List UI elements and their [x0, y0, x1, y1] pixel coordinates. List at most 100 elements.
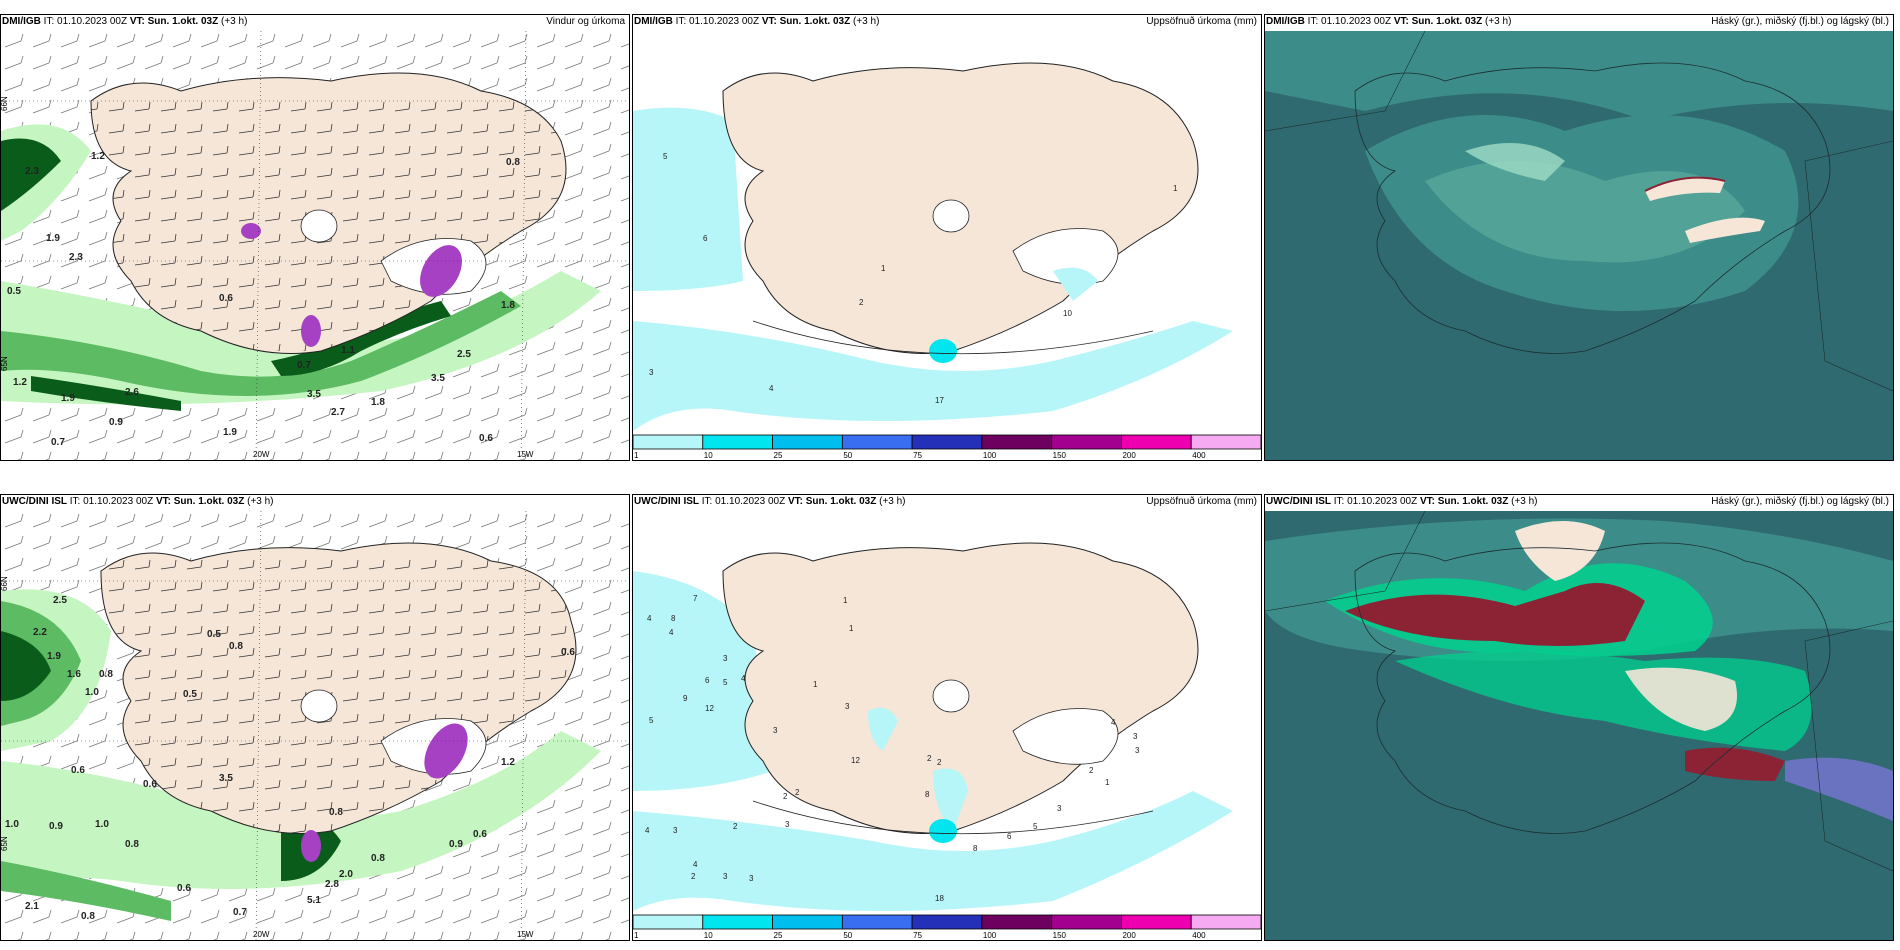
value-label: 2 [859, 298, 864, 307]
colorbar-tick: 1 [634, 451, 639, 460]
panel-header: DMI/IGB IT: 01.10.2023 00Z VT: Sun. 1.ok… [633, 15, 1261, 30]
value-label: 2.0 [339, 869, 353, 880]
panel-header: DMI/IGB IT: 01.10.2023 00Z VT: Sun. 1.ok… [1265, 15, 1893, 30]
colorbar: 1 10 25 50 75 100 150 200 400 [633, 434, 1261, 460]
colorbar-swatch [1121, 914, 1192, 930]
value-label: 6 [705, 676, 710, 685]
vt-label: VT: [155, 496, 171, 507]
colorbar-tick: 10 [704, 451, 713, 460]
value-label: 1 [1173, 184, 1178, 193]
value-label: 0.8 [125, 839, 139, 850]
value-label: 3 [785, 820, 790, 829]
it-label: IT: [69, 496, 81, 507]
value-label: 0.8 [81, 911, 95, 922]
value-label: 17 [935, 396, 944, 405]
value-label: 12 [705, 704, 714, 713]
value-label: 2 [795, 788, 800, 797]
it-label: IT: [701, 496, 713, 507]
colorbar-tick: 25 [774, 931, 783, 940]
it-value: 01.10.2023 00Z [1321, 16, 1392, 27]
value-label: 2 [733, 822, 738, 831]
lead-time: (+3 h) [221, 16, 248, 27]
value-label: 1.0 [5, 819, 19, 830]
value-label: 0.5 [207, 629, 221, 640]
vt-label: VT: [787, 496, 803, 507]
product-title: Vindur og úrkoma [546, 16, 625, 27]
it-value: 01.10.2023 00Z [83, 496, 154, 507]
lat-label: 65N [1, 836, 9, 851]
value-label: 1.9 [47, 651, 61, 662]
panel-clouds-uwc: UWC/DINI ISL IT: 01.10.2023 00Z VT: Sun.… [1264, 494, 1894, 941]
value-label: 2.6 [125, 387, 139, 398]
value-label: 1 [813, 680, 818, 689]
value-label: 0.6 [143, 779, 157, 790]
value-label: 3 [773, 726, 778, 735]
value-label: 1 [881, 264, 886, 273]
product-title: Uppsöfnuð úrkoma (mm) [1146, 496, 1257, 507]
value-label: 3 [845, 702, 850, 711]
value-label: 4 [669, 628, 674, 637]
value-label: 1 [1105, 778, 1110, 787]
colorbar: 1 10 25 50 75 100 150 200 400 [633, 914, 1261, 940]
it-value: 01.10.2023 00Z [57, 16, 128, 27]
panel-wind-precip-uwc: UWC/DINI ISL IT: 01.10.2023 00Z VT: Sun.… [0, 494, 630, 941]
model-name: DMI/IGB [1266, 16, 1305, 27]
colorbar-tick: 50 [843, 451, 852, 460]
colorbar-swatch [911, 434, 983, 450]
value-label: 0.5 [183, 689, 197, 700]
value-label: 8 [973, 844, 978, 853]
colorbar-swatch [702, 914, 773, 930]
model-name: UWC/DINI ISL [634, 496, 699, 507]
value-label: 2.7 [331, 407, 345, 418]
value-label: 0.9 [109, 417, 123, 428]
value-label: 0.8 [229, 641, 243, 652]
vt-value: Sun. 1.okt. 03Z [805, 496, 877, 507]
product-title: Uppsöfnuð úrkoma (mm) [1146, 16, 1257, 27]
value-label: 2 [691, 872, 696, 881]
it-value: 01.10.2023 00Z [689, 16, 760, 27]
lat-label: 66N [1, 96, 9, 111]
value-label: 4 [1111, 718, 1116, 727]
value-label: 12 [851, 756, 860, 765]
value-label: 5 [649, 716, 654, 725]
value-label: 1 [843, 596, 848, 605]
value-label: 9 [683, 694, 688, 703]
value-label: 1.9 [46, 233, 60, 244]
vt-label: VT: [761, 16, 777, 27]
it-label: IT: [43, 16, 55, 27]
value-label: 0.8 [506, 157, 520, 168]
value-label: 0.6 [219, 293, 233, 304]
value-label: 5 [723, 678, 728, 687]
value-label: 3 [1057, 804, 1062, 813]
value-label: 0.6 [479, 433, 493, 444]
map-canvas: 7 4 8 4 5 3 6 5 4 9 12 3 1 1 1 3 12 2 2 … [633, 542, 1261, 940]
colorbar-swatch [1121, 434, 1192, 450]
value-label: 2.2 [33, 627, 47, 638]
colorbar-tick: 100 [983, 931, 997, 940]
map-canvas: 5 6 1 2 3 4 1 10 17 1 10 25 50 75 100 150 200 40… [633, 62, 1261, 460]
panel-accum-precip-uwc: UWC/DINI ISL IT: 01.10.2023 00Z VT: Sun.… [632, 494, 1262, 941]
value-label: 0.7 [297, 360, 311, 371]
product-title: Háský (gr.), miðský (fj.bl.) og lágský (… [1711, 16, 1889, 27]
colorbar-tick: 1 [634, 931, 639, 940]
colorbar-swatch [911, 914, 983, 930]
value-label: 5.1 [307, 895, 321, 906]
colorbar-swatch [702, 434, 773, 450]
value-label: 1.2 [13, 377, 27, 388]
value-label: 2 [937, 758, 942, 767]
map-canvas: 66N 65N 20W 15W 2.5 2.2 1.9 1.6 1.0 0.8 … [1, 511, 629, 940]
lead-time: (+3 h) [879, 496, 906, 507]
value-label: 4 [645, 826, 650, 835]
value-label: 3.5 [307, 389, 321, 400]
vt-value: Sun. 1.okt. 03Z [1411, 16, 1483, 27]
panel-accum-precip-dmi: DMI/IGB IT: 01.10.2023 00Z VT: Sun. 1.ok… [632, 14, 1262, 461]
vt-value: Sun. 1.okt. 03Z [1437, 496, 1509, 507]
lon-label: 20W [253, 450, 270, 459]
colorbar-swatch [772, 914, 843, 930]
value-label: 2.3 [69, 252, 83, 263]
value-label: 18 [935, 894, 944, 903]
value-label: 4 [741, 674, 746, 683]
panel-wind-precip-dmi: DMI/IGB IT: 01.10.2023 00Z VT: Sun. 1.ok… [0, 14, 630, 461]
value-label: 0.6 [473, 829, 487, 840]
lon-label: 20W [253, 930, 270, 939]
